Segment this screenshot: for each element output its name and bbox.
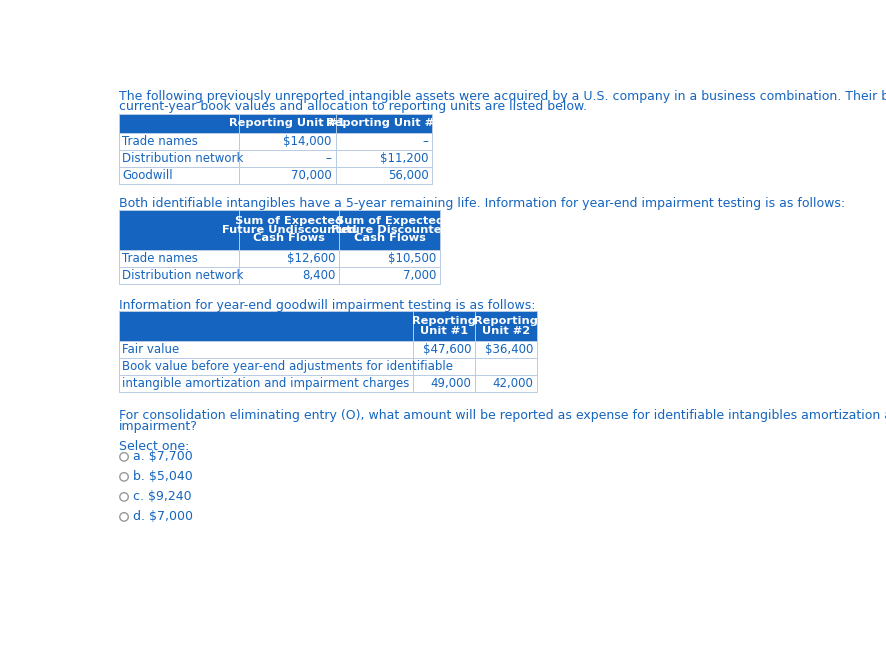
Bar [119, 133, 238, 150]
Text: 7,000: 7,000 [402, 269, 436, 282]
Bar [475, 358, 537, 375]
Text: –: – [325, 152, 331, 164]
Bar [119, 150, 238, 166]
Bar [475, 375, 537, 392]
Bar [335, 114, 432, 133]
Text: Unit #1: Unit #1 [420, 326, 468, 335]
Text: Reporting: Reporting [412, 316, 476, 326]
Text: $11,200: $11,200 [380, 152, 428, 164]
Text: Future Discounted: Future Discounted [330, 225, 448, 235]
Text: Cash Flows: Cash Flows [253, 233, 324, 243]
Text: a. $7,700: a. $7,700 [132, 450, 192, 463]
Text: Trade names: Trade names [122, 135, 198, 148]
Text: Reporting Unit #2: Reporting Unit #2 [326, 119, 441, 129]
Bar [119, 267, 238, 284]
Text: b. $5,040: b. $5,040 [132, 470, 192, 483]
Text: $10,500: $10,500 [388, 252, 436, 265]
Bar [238, 133, 335, 150]
Text: Distribution network: Distribution network [122, 152, 244, 164]
Bar [335, 133, 432, 150]
Text: current-year book values and allocation to reporting units are listed below.: current-year book values and allocation … [119, 100, 586, 113]
Text: Sum of Expected: Sum of Expected [336, 216, 443, 226]
Text: Trade names: Trade names [122, 252, 198, 265]
Bar [119, 114, 238, 133]
Text: 49,000: 49,000 [430, 377, 470, 391]
Bar [119, 210, 238, 250]
Text: 70,000: 70,000 [291, 168, 331, 182]
Text: $36,400: $36,400 [485, 343, 532, 356]
Text: Distribution network: Distribution network [122, 269, 244, 282]
Bar [119, 358, 413, 375]
Bar [335, 166, 432, 184]
Bar [475, 341, 537, 358]
Bar [238, 150, 335, 166]
Text: 56,000: 56,000 [387, 168, 428, 182]
Text: Both identifiable intangibles have a 5-year remaining life. Information for year: Both identifiable intangibles have a 5-y… [119, 198, 843, 210]
Bar [119, 310, 413, 341]
Text: Unit #2: Unit #2 [481, 326, 530, 335]
Bar [339, 250, 439, 267]
Bar [475, 310, 537, 341]
Bar [119, 166, 238, 184]
Text: $14,000: $14,000 [283, 135, 331, 148]
Text: Cash Flows: Cash Flows [354, 233, 425, 243]
Bar [413, 341, 475, 358]
Bar [238, 166, 335, 184]
Text: $12,600: $12,600 [287, 252, 335, 265]
Bar [339, 267, 439, 284]
Text: Goodwill: Goodwill [122, 168, 173, 182]
Text: The following previously unreported intangible assets were acquired by a U.S. co: The following previously unreported inta… [119, 90, 886, 103]
Text: Future Undiscounted: Future Undiscounted [222, 225, 356, 235]
Bar [119, 341, 413, 358]
Bar [413, 310, 475, 341]
Bar [238, 114, 335, 133]
Bar [413, 375, 475, 392]
Text: Information for year-end goodwill impairment testing is as follows:: Information for year-end goodwill impair… [119, 299, 534, 312]
Bar [119, 375, 413, 392]
Bar [238, 267, 339, 284]
Bar [119, 250, 238, 267]
Bar [238, 210, 339, 250]
Text: Sum of Expected: Sum of Expected [235, 216, 343, 226]
Bar [339, 210, 439, 250]
Bar [238, 250, 339, 267]
Text: Book value before year-end adjustments for identifiable: Book value before year-end adjustments f… [122, 360, 453, 373]
Text: intangible amortization and impairment charges: intangible amortization and impairment c… [122, 377, 409, 391]
Text: For consolidation eliminating entry (O), what amount will be reported as expense: For consolidation eliminating entry (O),… [119, 409, 886, 422]
Text: Reporting: Reporting [474, 316, 538, 326]
Text: impairment?: impairment? [119, 420, 198, 433]
Text: 8,400: 8,400 [302, 269, 335, 282]
Text: Reporting Unit #1: Reporting Unit #1 [229, 119, 345, 129]
Text: Select one:: Select one: [119, 440, 189, 453]
Text: –: – [423, 135, 428, 148]
Text: $47,600: $47,600 [423, 343, 470, 356]
Bar [335, 150, 432, 166]
Text: 42,000: 42,000 [492, 377, 532, 391]
Text: d. $7,000: d. $7,000 [132, 511, 192, 523]
Text: Fair value: Fair value [122, 343, 180, 356]
Text: c. $9,240: c. $9,240 [132, 491, 191, 503]
Bar [413, 358, 475, 375]
